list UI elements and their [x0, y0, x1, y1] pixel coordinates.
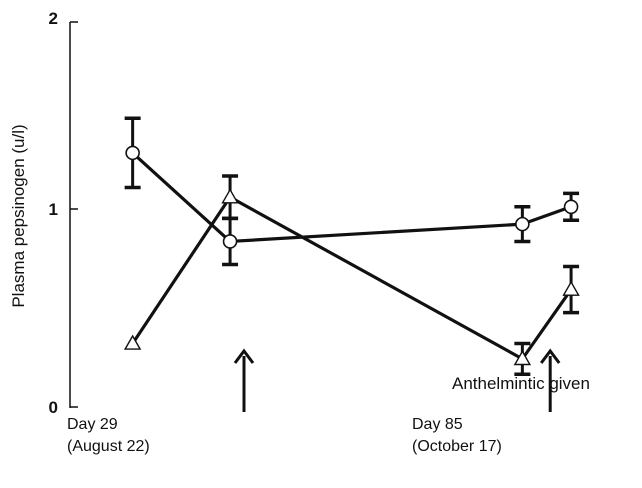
y-ticks: 0 1 2 [49, 9, 78, 417]
x-tick-label-august22: (August 22) [67, 438, 150, 455]
series-triangle-line [131, 195, 573, 361]
data-point-triangle-3 [562, 280, 580, 296]
series-layer [123, 116, 580, 377]
anthelmintic-arrow-0 [233, 348, 255, 412]
x-tick-label-october17: (October 17) [412, 438, 502, 455]
data-point-triangle-2 [513, 349, 532, 366]
data-point-triangle-0 [123, 334, 142, 350]
x-tick-label-day85: Day 85 [412, 416, 463, 433]
data-point-circle-3 [563, 199, 579, 215]
series-circle-line [131, 151, 572, 244]
data-point-triangle-1 [221, 188, 239, 204]
anthelmintic-annotation: Anthelmintic given [452, 374, 590, 393]
data-point-circle-2 [515, 216, 530, 232]
y-tick-label-2: 2 [49, 9, 58, 28]
y-tick-label-1: 1 [49, 200, 58, 219]
y-tick-label-0: 0 [49, 398, 58, 417]
x-tick-label-day29: Day 29 [67, 416, 118, 433]
arrow-head-0 [233, 348, 255, 364]
y-axis-label: Plasma pepsinogen (u/l) [9, 124, 28, 307]
data-point-circle-1 [222, 234, 238, 249]
arrow-head-1 [540, 348, 561, 364]
anthelmintic-arrow-1 [540, 348, 561, 412]
arrow-layer [233, 348, 561, 412]
data-point-circle-0 [125, 145, 140, 161]
